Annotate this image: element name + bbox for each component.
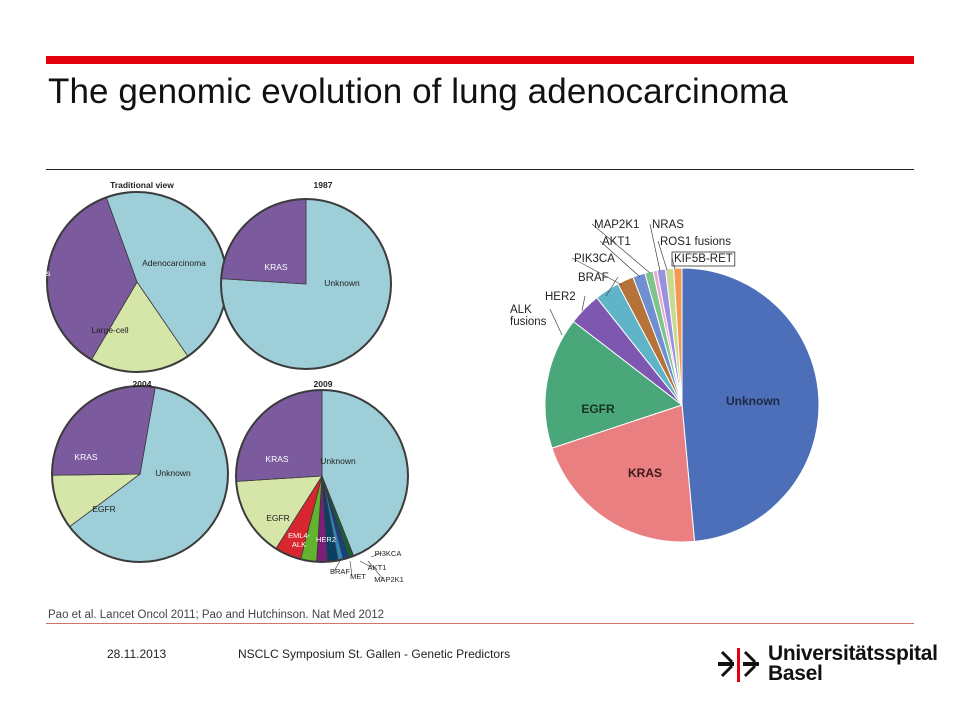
top-accent-bar (46, 56, 914, 64)
pie-slice-kras (551, 404, 696, 543)
leader-line (599, 240, 641, 278)
leader-line (367, 560, 384, 580)
footer-event: NSCLC Symposium St. Gallen - Genetic Pre… (238, 647, 511, 661)
leader-line (671, 257, 676, 270)
slice-label: Unknown (320, 456, 356, 466)
leader-line (605, 276, 619, 297)
pie-outline (51, 385, 229, 563)
slice-label: ALK fusions (510, 304, 547, 328)
leader-line (333, 560, 341, 572)
slice-label: MET (350, 572, 366, 581)
title-divider (46, 169, 914, 170)
logo-line-2: Basel (768, 662, 823, 685)
slice-label: KRAS (265, 454, 288, 464)
slice-label: Unknown (324, 278, 360, 288)
leader-line (649, 223, 661, 272)
pie-title: Traditional view (110, 180, 174, 190)
slice-label: EGFR (581, 402, 615, 416)
slice-label: AKT1 (602, 236, 631, 248)
slice-label: EGFR (92, 504, 116, 514)
pie-slice-kif5b-ret (673, 267, 683, 406)
slice-label: NRAS (652, 219, 684, 231)
university-hospital-logo: Universitätsspital Basel (718, 643, 938, 686)
leader-line (370, 552, 383, 558)
pie-slice-kras (235, 389, 323, 482)
slice-label: Unknown (155, 468, 191, 478)
leader-line (571, 257, 623, 286)
pie-slice-kras (51, 385, 156, 476)
leader-line (581, 295, 586, 312)
slice-label: PIK3CA (574, 253, 615, 265)
leader-line (657, 240, 668, 271)
logo-line-1: Universitätsspital (768, 642, 938, 665)
slice-label: EGFR (266, 513, 290, 523)
slice-label: HER2 (545, 291, 576, 303)
pie-slice-unknown (681, 267, 820, 542)
slice-label: ROS1 fusions (660, 236, 731, 248)
pie-outline (235, 389, 409, 563)
logo-mark-icon (718, 648, 759, 682)
leader-line (359, 560, 372, 568)
slice-label: KIF5B-RET (674, 253, 733, 265)
leader-line (349, 560, 353, 577)
slice-label: Unknown (726, 394, 780, 408)
leader-line (591, 223, 651, 274)
slice-label: PI3KCA (375, 549, 402, 558)
pie-outline (220, 198, 392, 370)
citation: Pao et al. Lancet Oncol 2011; Pao and Hu… (48, 609, 385, 621)
slice-label: EML4-ALK (288, 531, 311, 549)
slice-label: Large-cell (91, 325, 128, 335)
footer-date: 28.11.2013 (107, 647, 167, 661)
slice-label: MAP2K1 (594, 219, 639, 231)
pie-title: 2004 (133, 379, 152, 389)
slice-label: Squamous (10, 268, 51, 278)
label-box (671, 251, 736, 267)
slice-label: KRAS (628, 466, 662, 480)
leader-line (549, 308, 563, 336)
logo-wordmark: Universitätsspital Basel (768, 642, 938, 685)
slice-label: HER2 (316, 535, 336, 544)
slide-title: The genomic evolution of lung adenocarci… (48, 72, 788, 111)
slice-label: Adenocarcinoma (142, 258, 206, 268)
historical-pie-panels: Traditional view Adenocarcinoma Large-cell… (10, 180, 409, 584)
slice-label: AKT1 (368, 563, 387, 572)
pie-slice-egfr (544, 320, 684, 449)
caption-divider (46, 623, 914, 624)
slice-label: KRAS (264, 262, 287, 272)
slice-label: MAP2K1 (374, 575, 404, 584)
slice-label: BRAF (578, 272, 609, 284)
pie-title: 1987 (314, 180, 333, 190)
slice-label: BRAF (330, 567, 350, 576)
slice-label: KRAS (74, 452, 97, 462)
pie-title: 2009 (314, 379, 333, 389)
